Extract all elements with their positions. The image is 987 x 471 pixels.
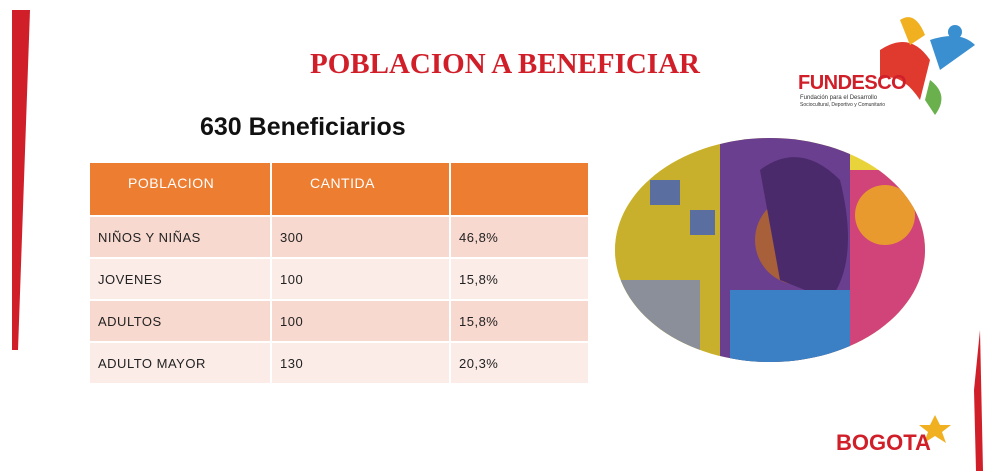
table-cell: 46,8%: [450, 216, 589, 258]
table-cell: JOVENES: [90, 258, 271, 300]
subtitle: 630 Beneficiarios: [200, 113, 406, 142]
column-header: POBLACION: [90, 163, 271, 216]
slide: POBLACION A BENEFICIAR 630 Beneficiarios…: [0, 0, 987, 471]
table-cell: ADULTO MAYOR: [90, 342, 271, 383]
fundesco-name: FUNDESCO: [798, 72, 906, 95]
bogota-logo: BOGOTA: [836, 430, 931, 456]
table-cell: 130: [271, 342, 450, 383]
table-cell: NIÑOS Y NIÑAS: [90, 216, 271, 258]
header-row: POBLACION CANTIDA: [90, 163, 589, 216]
fundesco-line: Fundación para el Desarrollo: [800, 95, 877, 101]
fundesco-line: Sociocultural, Deportivo y Comunitario: [800, 102, 885, 108]
mural-photo: [610, 135, 930, 370]
column-header: CANTIDA: [271, 163, 450, 216]
table-cell: 300: [271, 216, 450, 258]
fundesco-icon: [880, 17, 975, 115]
title: POBLACION A BENEFICIAR: [250, 48, 760, 81]
table-cell: 20,3%: [450, 342, 589, 383]
column-header: [450, 163, 589, 216]
table-cell: ADULTOS: [90, 300, 271, 342]
table-cell: 100: [271, 258, 450, 300]
table-cell: 100: [271, 300, 450, 342]
table-cell: 15,8%: [450, 300, 589, 342]
table-cell: 15,8%: [450, 258, 589, 300]
